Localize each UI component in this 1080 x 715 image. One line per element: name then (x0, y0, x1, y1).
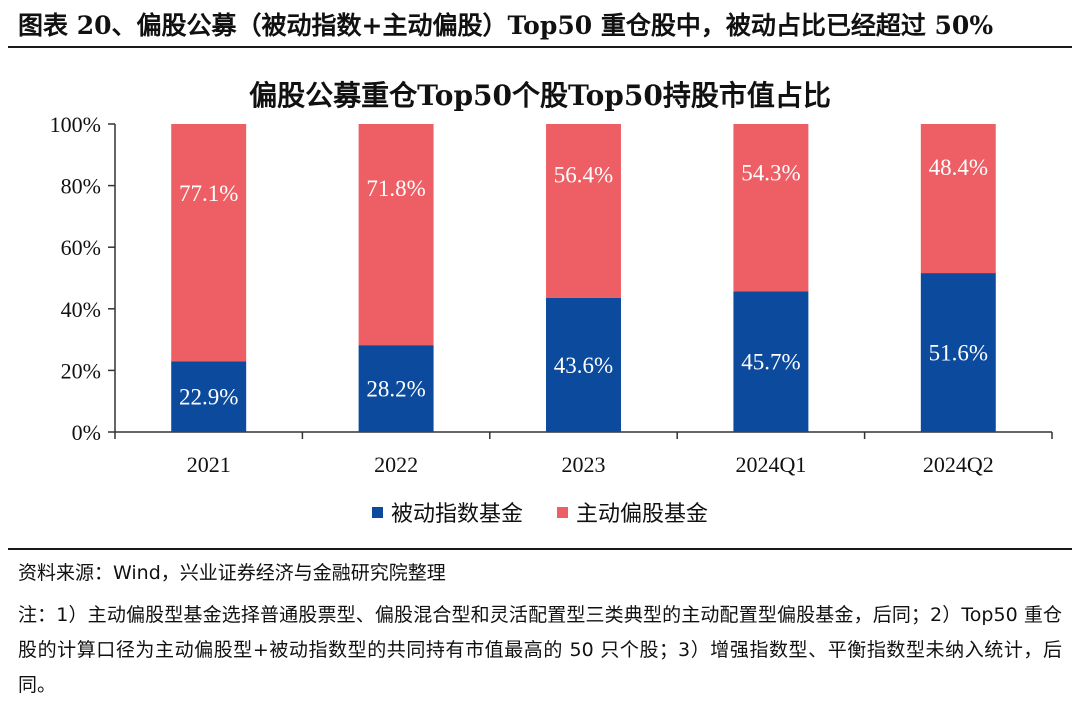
data-label: 71.8% (366, 176, 425, 201)
bar-passive (920, 273, 996, 432)
data-label: 54.3% (741, 161, 800, 186)
y-tick-label: 100% (50, 112, 101, 137)
data-label: 48.4% (929, 155, 988, 180)
bottom-rule (8, 548, 1072, 550)
bar-passive (358, 345, 434, 432)
legend-swatch-passive (371, 506, 383, 518)
data-label: 45.7% (741, 350, 800, 375)
y-tick-label: 60% (61, 235, 101, 260)
y-tick-label: 0% (72, 420, 101, 445)
footnote: 注：1）主动偏股型基金选择普通股票型、偏股混合型和灵活配置型三类典型的主动配置型… (18, 604, 1062, 696)
top-rule (8, 46, 1072, 48)
x-tick-label: 2024Q2 (923, 452, 994, 477)
legend-label-passive: 被动指数基金 (390, 502, 523, 527)
source-note: 资料来源：Wind，兴业证券经济与金融研究院整理 (18, 562, 446, 584)
y-tick-label: 20% (61, 358, 101, 383)
data-label: 77.1% (179, 181, 238, 206)
x-tick-label: 2021 (187, 452, 231, 477)
x-tick-label: 2024Q1 (735, 452, 806, 477)
legend-swatch-active (557, 506, 568, 518)
bar-passive (546, 297, 621, 432)
bar-active (733, 124, 809, 292)
data-label: 51.6% (929, 341, 988, 366)
bar-active (920, 124, 996, 274)
legend-label-active: 主动偏股基金 (576, 502, 709, 527)
bars: 22.9% 77.1% 28.2% 71.8% 43.6% 56.4% 45.7% 54.3%… (171, 124, 996, 432)
data-label: 22.9% (179, 385, 238, 410)
figure-title: 图表 20、偏股公募（被动指数+主动偏股）Top50 重仓股中，被动占比已经超过… (18, 11, 994, 40)
y-tick-label: 40% (61, 297, 101, 322)
x-tick-label: 2022 (374, 452, 418, 477)
legend: 被动指数基金 主动偏股基金 (0, 496, 1080, 528)
bar-passive (733, 291, 809, 432)
x-tick-label: 2023 (562, 452, 606, 477)
legend-item-active: 主动偏股基金 (557, 496, 708, 528)
bar-passive (171, 361, 247, 432)
chart-title: 偏股公募重仓Top50个股Top50持股市值占比 (249, 79, 831, 112)
bar-active (546, 124, 621, 298)
legend-item-passive: 被动指数基金 (371, 496, 523, 528)
bar-active (358, 124, 434, 346)
data-label: 28.2% (366, 377, 425, 402)
data-label: 56.4% (554, 162, 613, 187)
data-label: 43.6% (554, 353, 613, 378)
y-tick-label: 80% (61, 174, 101, 199)
x-axis: 2021 2022 2023 2024Q1 2024Q2 (114, 431, 1053, 477)
bar-active (171, 124, 247, 362)
y-axis: 0% 20% 40% 60% 80% 100% (50, 112, 116, 445)
